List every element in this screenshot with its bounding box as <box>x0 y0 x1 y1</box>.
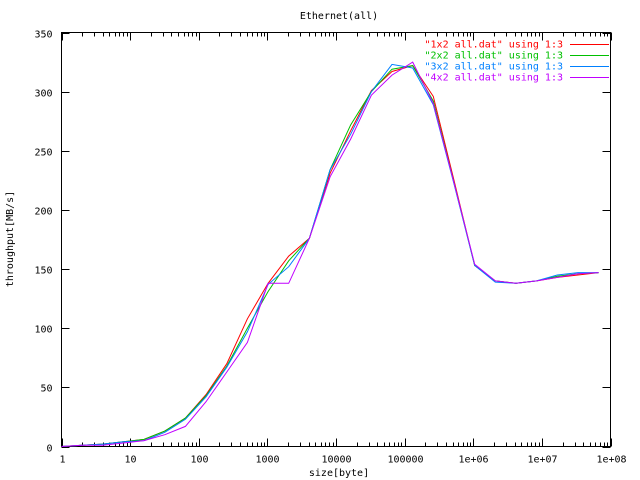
series-line-4 <box>61 61 599 447</box>
legend-label-4: "4x2 all.dat" using 1:3 <box>425 73 563 84</box>
x-tick-label: 10000 <box>321 455 351 466</box>
y-tick-label: 350 <box>34 30 52 41</box>
x-tick-label: 100 <box>190 455 208 466</box>
y-tick-label: 250 <box>34 148 52 159</box>
y-tick-label: 150 <box>34 266 52 277</box>
y-tick-label: 300 <box>34 89 52 100</box>
x-tick-label: 100000 <box>387 455 423 466</box>
x-tick-label: 10 <box>124 455 136 466</box>
y-axis: 0 50 100 150 200 250 300 350 <box>34 30 611 455</box>
series-line-2 <box>61 65 599 447</box>
series-lines <box>61 61 599 447</box>
x-tick-label: 1e+07 <box>527 455 557 466</box>
series-line-1 <box>61 65 599 447</box>
x-axis-label: size[byte] <box>309 468 369 479</box>
x-tick-label: 1e+06 <box>458 455 488 466</box>
legend-label-3: "3x2 all.dat" using 1:3 <box>425 62 563 73</box>
x-tick-label: 1 <box>59 455 65 466</box>
legend-label-2: "2x2 all.dat" using 1:3 <box>425 51 563 62</box>
y-tick-label: 200 <box>34 207 52 218</box>
legend-label-1: "1x2 all.dat" using 1:3 <box>425 40 563 51</box>
y-tick-label: 100 <box>34 325 52 336</box>
y-axis-label: throughput[MB/s] <box>5 191 16 287</box>
y-tick-label: 0 <box>46 444 52 455</box>
x-axis: 1 10 100 1000 10000 100000 1e+06 1e+07 1e+08 <box>59 32 627 466</box>
y-tick-label: 50 <box>40 384 52 395</box>
x-tick-label: 1000 <box>255 455 279 466</box>
chart-title: Ethernet(all) <box>300 11 378 22</box>
plot-frame <box>61 32 611 447</box>
legend: "1x2 all.dat" using 1:3"2x2 all.dat" usi… <box>425 40 609 84</box>
series-line-3 <box>61 63 599 447</box>
x-tick-label: 1e+08 <box>596 455 626 466</box>
